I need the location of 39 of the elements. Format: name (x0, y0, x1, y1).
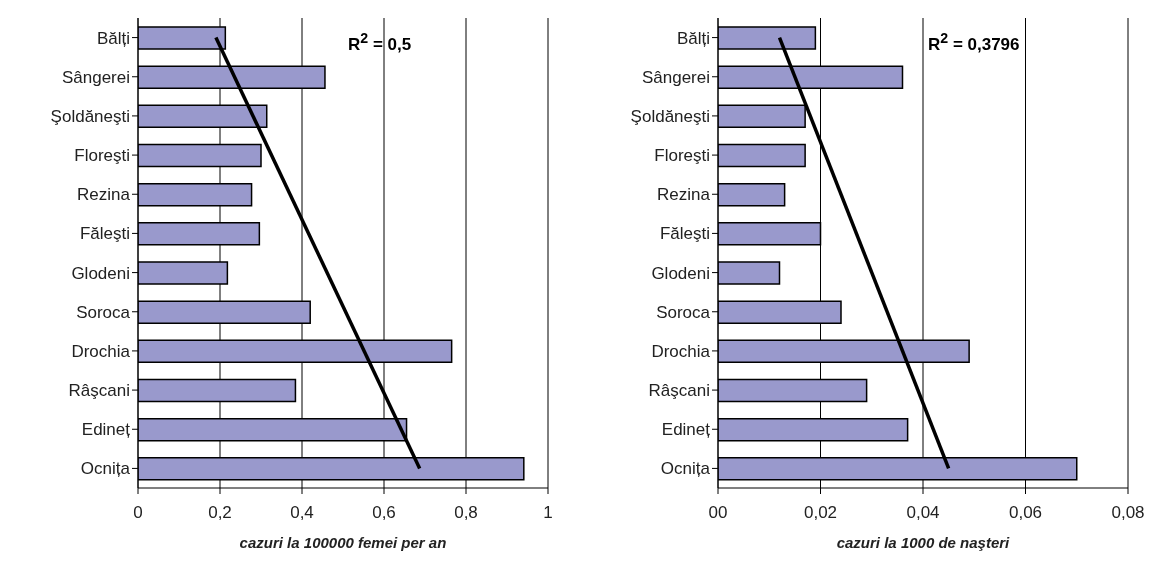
x-tick-label: 0,8 (454, 503, 478, 523)
y-tick-label: Rezina (77, 185, 131, 205)
x-tick-label: 0,06 (1008, 503, 1043, 523)
x-tick-label: 0,08 (1111, 503, 1145, 523)
y-tick-label: Edineț (661, 420, 711, 440)
y-tick-label: Făleşti (659, 224, 710, 244)
y-tick-label: Drochia (651, 341, 711, 361)
x-axis-title: cazuri la 100000 femei per an (238, 534, 448, 551)
y-tick-label: Sângerei (61, 67, 130, 87)
y-tick-label: Şoldăneşti (50, 106, 130, 126)
y-tick-label: Glodeni (651, 263, 710, 283)
y-tick-label: Ocnița (660, 459, 711, 479)
y-tick-label: Floreşti (654, 146, 710, 166)
y-tick-label: Râşcani (68, 381, 130, 401)
y-tick-label: Soroca (76, 302, 131, 322)
x-tick-label: 0,4 (290, 503, 314, 523)
annotation: R$^{2}$ = 0,5 (348, 30, 412, 55)
y-tick-label: Bălți (676, 28, 710, 48)
x-tick-label: 0 (133, 503, 143, 523)
x-axis-title: cazuri la 1000 de naşteri (835, 534, 1011, 551)
x-tick-label: 0,2 (208, 503, 232, 523)
annotation: R$^{2}$ = 0,3796 (928, 30, 1020, 55)
y-tick-label: Edineț (81, 420, 131, 440)
y-tick-label: Drochia (71, 341, 131, 361)
y-tick-label: Rezina (657, 185, 711, 205)
x-tick-label: 0,02 (803, 503, 838, 523)
y-tick-label: Râşcani (648, 381, 710, 401)
x-tick-label: 00 (708, 503, 728, 523)
y-tick-label: Ocnița (80, 459, 131, 479)
y-tick-label: Bălți (96, 28, 130, 48)
y-tick-label: Sângerei (641, 67, 710, 87)
x-tick-label: 1 (543, 503, 553, 523)
y-tick-label: Floreşti (74, 146, 130, 166)
x-tick-label: 0,6 (372, 503, 396, 523)
y-tick-label: Şoldăneşti (630, 106, 710, 126)
y-tick-label: Făleşti (79, 224, 130, 244)
y-tick-label: Soroca (656, 302, 711, 322)
x-tick-label: 0,04 (906, 503, 940, 523)
y-tick-label: Glodeni (71, 263, 130, 283)
